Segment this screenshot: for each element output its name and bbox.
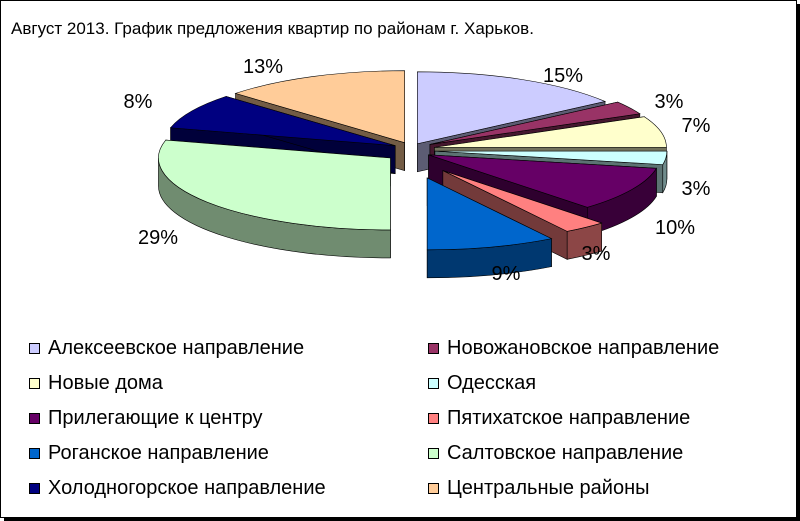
chart-title: Август 2013. График предложения квартир … bbox=[11, 19, 534, 38]
pie-slice-7 bbox=[426, 177, 553, 279]
pie-slice-8 bbox=[158, 139, 391, 259]
pie-slice-top-6 bbox=[442, 170, 603, 232]
pie-slices bbox=[158, 70, 668, 279]
pie-value-label-4: 3% bbox=[682, 178, 711, 200]
pie-slice-top-8 bbox=[158, 139, 391, 231]
pie-slice-top-10 bbox=[234, 70, 405, 144]
frame-shadow-right bbox=[797, 4, 800, 521]
pie-slice-top-5 bbox=[428, 154, 657, 208]
pie-value-label-1: 15% bbox=[543, 65, 583, 87]
pie-value-label-6: 3% bbox=[582, 243, 611, 265]
pie-slice-top-1 bbox=[417, 71, 607, 145]
pie-value-label-9: 8% bbox=[124, 91, 153, 113]
pie-slice-top-9 bbox=[169, 96, 396, 146]
frame-shadow-bottom bbox=[4, 518, 800, 521]
pie-slice-top-7 bbox=[426, 177, 553, 251]
pie-value-label-5: 10% bbox=[655, 217, 695, 239]
pie-value-label-7: 9% bbox=[492, 263, 521, 285]
pie-slice-top-3 bbox=[434, 116, 667, 148]
pie-value-label-2: 3% bbox=[655, 91, 684, 113]
pie-value-label-10: 13% bbox=[243, 56, 283, 78]
pie-slice-top-4 bbox=[434, 150, 668, 165]
pie-slice-top-2 bbox=[429, 101, 641, 145]
pie-value-label-3: 7% bbox=[682, 115, 711, 137]
pie-value-labels: 15%3%7%3%10%3%9%29%8%13% bbox=[124, 56, 711, 285]
pie-value-label-8: 29% bbox=[138, 227, 178, 249]
